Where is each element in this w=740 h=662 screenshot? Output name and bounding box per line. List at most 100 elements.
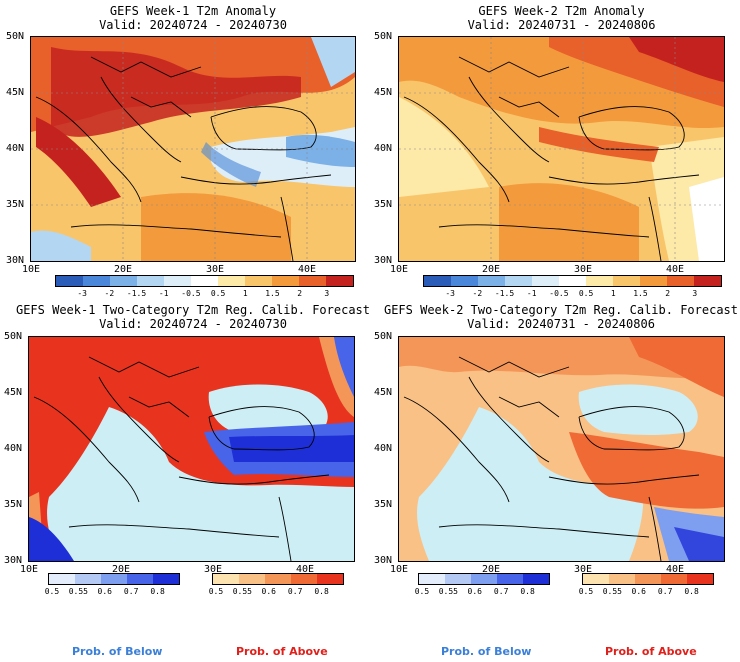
- colorbar-swatch: [164, 276, 191, 286]
- lat-label: 35N: [374, 199, 393, 210]
- lat-label: 30N: [6, 255, 25, 266]
- anomaly-colorbar: [423, 275, 722, 287]
- colorbar-swatch: [245, 276, 272, 286]
- colorbar-label: 0.8: [684, 587, 699, 596]
- colorbar-swatch: [613, 276, 640, 286]
- map-week2-probability: [398, 336, 725, 562]
- colorbar-label: 0.7: [287, 587, 303, 596]
- colorbar-swatch: [559, 276, 586, 286]
- colorbar-label: 1: [242, 289, 248, 298]
- lat-label: 40N: [374, 143, 393, 154]
- lon-label: 30E: [206, 264, 225, 275]
- lat-label: 30N: [374, 255, 393, 266]
- lat-label: 40N: [4, 443, 23, 454]
- lon-label: 40E: [666, 264, 685, 275]
- lat-label: 30N: [4, 555, 23, 566]
- colorbar-swatch: [317, 574, 343, 584]
- colorbar-label: -2: [472, 289, 483, 298]
- anomaly-colorbar: [55, 275, 354, 287]
- lon-label: 20E: [482, 564, 501, 575]
- panel-valid-dates: Valid: 20240724 - 20240730: [99, 317, 287, 331]
- colorbar-label: 1.5: [265, 289, 280, 298]
- lon-label: 40E: [298, 264, 317, 275]
- colorbar-swatch: [424, 276, 451, 286]
- legend-prob-below: Prob. of Below: [72, 645, 163, 658]
- panel-title-line1: GEFS Week-2 T2m Anomaly: [478, 4, 645, 18]
- colorbar-label: 3: [324, 289, 330, 298]
- lat-label: 50N: [4, 331, 23, 342]
- colorbar-label: 0.55: [68, 587, 88, 596]
- panel-title: GEFS Week-1 Two-Category T2m Reg. Calib.…: [14, 303, 372, 331]
- panel-title: GEFS Week-1 T2m Anomaly Valid: 20240724 …: [30, 4, 356, 32]
- prob-below-colorbar: [418, 573, 550, 585]
- colorbar-label: -3: [445, 289, 455, 298]
- lat-label: 50N: [374, 31, 393, 42]
- colorbar-label: -0.5: [549, 289, 569, 298]
- colorbar-swatch: [471, 574, 497, 584]
- legend-prob-below: Prob. of Below: [441, 645, 532, 658]
- colorbar-swatch: [687, 574, 713, 584]
- colorbar-swatch: [137, 276, 164, 286]
- colorbar-label: 0.6: [467, 587, 482, 596]
- legend-prob-above: Prob. of Above: [236, 645, 328, 658]
- colorbar-label: 0.6: [261, 587, 276, 596]
- lat-label: 45N: [374, 387, 393, 398]
- colorbar-label: -1: [526, 289, 537, 298]
- colorbar-swatch: [586, 276, 613, 286]
- lon-label: 40E: [666, 564, 685, 575]
- colorbar-label: -3: [77, 289, 87, 298]
- colorbar-label: 0.7: [123, 587, 139, 596]
- lon-label: 40E: [296, 564, 315, 575]
- panel-title: GEFS Week-2 T2m Anomaly Valid: 20240731 …: [398, 4, 725, 32]
- colorbar-label: -1.5: [126, 289, 147, 298]
- prob-below-colorbar: [48, 573, 180, 585]
- colorbar-label: 0.5: [210, 289, 226, 298]
- lat-label: 45N: [374, 87, 393, 98]
- colorbar-label: -0.5: [181, 289, 201, 298]
- colorbar-swatch: [213, 574, 239, 584]
- colorbar-swatch: [532, 276, 559, 286]
- colorbar-label: 0.55: [602, 587, 622, 596]
- colorbar-label: 0.8: [520, 587, 535, 596]
- colorbar-label: 0.55: [232, 587, 252, 596]
- lat-label: 35N: [4, 499, 23, 510]
- colorbar-swatch: [445, 574, 471, 584]
- colorbar-label: 0.6: [631, 587, 646, 596]
- colorbar-label: 0.7: [657, 587, 673, 596]
- lat-label: 40N: [374, 443, 393, 454]
- lon-label: 20E: [114, 264, 133, 275]
- colorbar-label: 0.6: [97, 587, 112, 596]
- lat-label: 40N: [6, 143, 25, 154]
- colorbar-swatch: [609, 574, 635, 584]
- lat-label: 50N: [6, 31, 25, 42]
- colorbar-swatch: [110, 276, 137, 286]
- lat-label: 35N: [374, 499, 393, 510]
- colorbar-swatch: [661, 574, 687, 584]
- colorbar-label: 0.7: [493, 587, 509, 596]
- colorbar-label: 0.8: [150, 587, 165, 596]
- colorbar-swatch: [326, 276, 353, 286]
- colorbar-label: 1.5: [633, 289, 648, 298]
- colorbar-swatch: [583, 574, 609, 584]
- panel-title: GEFS Week-2 Two-Category T2m Reg. Calib.…: [383, 303, 739, 331]
- colorbar-swatch: [127, 574, 153, 584]
- colorbar-label: 3: [692, 289, 698, 298]
- lon-label: 30E: [204, 564, 223, 575]
- lon-label: 10E: [20, 564, 39, 575]
- colorbar-label: 0.5: [208, 587, 224, 596]
- colorbar-label: 0.55: [438, 587, 458, 596]
- colorbar-swatch: [83, 276, 110, 286]
- map-week1-anomaly: [30, 36, 356, 262]
- colorbar-label: -1.5: [494, 289, 515, 298]
- panel-valid-dates: Valid: 20240731 - 20240806: [467, 18, 656, 32]
- colorbar-label: 2: [297, 289, 303, 298]
- panel-title-line1: GEFS Week-1 T2m Anomaly: [109, 4, 277, 18]
- map-week2-anomaly: [398, 36, 725, 262]
- lon-label: 10E: [390, 564, 409, 575]
- colorbar-swatch: [635, 574, 661, 584]
- lat-label: 35N: [6, 199, 25, 210]
- colorbar-swatch: [497, 574, 523, 584]
- lon-label: 30E: [574, 264, 593, 275]
- colorbar-label: 0.5: [414, 587, 430, 596]
- colorbar-swatch: [272, 276, 299, 286]
